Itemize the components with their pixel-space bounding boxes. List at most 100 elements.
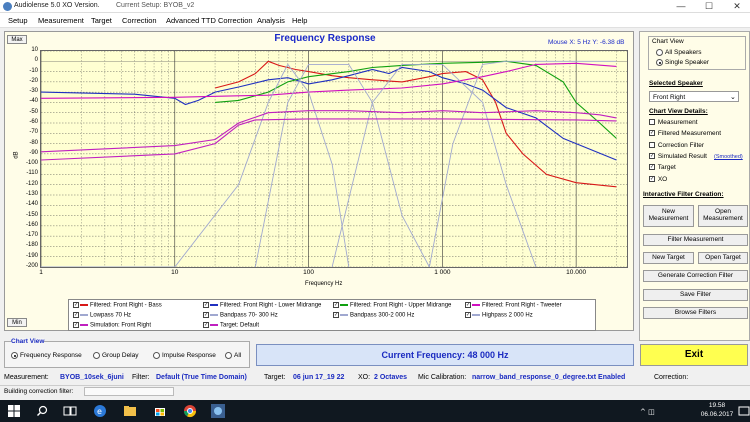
checkbox-label: Target [657,164,676,171]
legend-label: Filtered: Front Right - Upper Midrange [350,302,452,309]
status-bar-build: Building correction filter: [0,385,750,397]
radio-label: All [234,352,242,360]
open-measurement-button[interactable]: Open Measurement [698,205,748,227]
detail-filtered-measurement[interactable]: ✓ Filtered Measurement [649,130,721,137]
menu-target[interactable]: Target [91,16,112,25]
detail-xo[interactable]: ✓ XO [649,176,667,183]
legend-checkbox[interactable]: ✓ [73,322,79,328]
new-target-button[interactable]: New Target [643,252,694,264]
app-logo-icon [3,2,12,11]
smoothed-link[interactable]: (Smoothed) [714,154,743,160]
browse-filters-button[interactable]: Browse Filters [643,307,748,319]
legend-label: Bandpass 300-2 000 Hz [350,312,415,319]
checkbox-checked-icon[interactable]: ✓ [649,164,655,171]
exit-button[interactable]: Exit [640,344,748,366]
speaker-select[interactable]: Front Right ⌄ [649,91,739,102]
legend-checkbox[interactable]: ✓ [203,302,209,308]
checkbox-label: Filtered Measurement [657,130,722,137]
checkbox-checked-icon[interactable]: ✓ [649,153,655,160]
audiolense-app-icon[interactable] [210,403,226,419]
legend-item-bandpass-low[interactable]: ✓ Bandpass 70- 300 Hz [203,312,278,319]
radio-impulse-response[interactable]: Impulse Response [153,352,216,359]
legend-item-bass[interactable]: ✓ Filtered: Front Right - Bass [73,302,162,309]
taskbar-clock[interactable]: 19.58 06.06.2017 [697,401,737,419]
menu-measurement[interactable]: Measurement [38,16,84,25]
min-button[interactable]: Min [7,318,27,327]
all-speakers-radio[interactable]: All Speakers [656,49,702,56]
generate-correction-filter-button[interactable]: Generate Correction Filter [643,270,748,282]
radio-group-delay[interactable]: Group Delay [93,352,139,359]
plot-area[interactable] [40,50,628,268]
radio-selected-icon [11,352,18,359]
tray-icons[interactable]: ^ ◫ ◄) [640,403,656,419]
chart-view-group [648,36,746,70]
status-filter-value: Default (True Time Domain) [156,374,247,381]
chart-view-title: Chart View [652,38,684,45]
store-icon[interactable] [152,403,168,419]
notification-icon[interactable] [736,403,750,419]
detail-correction-filter[interactable]: Correction Filter [649,142,704,149]
legend-checkbox[interactable]: ✓ [203,312,209,318]
series-line-8 [40,110,617,153]
status-building-label: Building correction filter: [4,388,74,395]
legend-item-tweeter[interactable]: ✓ Filtered: Front Right - Tweeter [465,302,562,309]
edge-browser-icon[interactable]: e [92,403,108,419]
legend-checkbox[interactable]: ✓ [73,312,79,318]
windows-start-icon[interactable] [6,403,22,419]
legend-item-simulation[interactable]: ✓ Simulation: Front Right [73,322,151,329]
detail-measurement[interactable]: Measurement [649,119,698,126]
legend-checkbox[interactable]: ✓ [73,302,79,308]
y-tick-label: 0 [34,57,38,64]
file-explorer-icon[interactable] [122,403,138,419]
build-progress-bar [84,387,174,396]
frequency-response-plot[interactable] [40,50,627,268]
checkbox-icon[interactable] [649,119,655,126]
status-filter-label: Filter: [132,374,150,381]
max-button[interactable]: Max [7,35,27,44]
detail-target[interactable]: ✓ Target [649,164,676,171]
legend-item-upper-mid[interactable]: ✓ Filtered: Front Right - Upper Midrange [333,302,451,309]
new-measurement-button[interactable]: New Measurement [643,205,694,227]
radio-all[interactable]: All [225,352,241,359]
search-icon[interactable] [34,403,50,419]
legend-checkbox[interactable]: ✓ [203,322,209,328]
legend-swatch [472,314,480,316]
save-filter-button[interactable]: Save Filter [643,289,748,301]
legend-checkbox[interactable]: ✓ [333,312,339,318]
chrome-icon[interactable] [182,403,198,419]
minimize-button[interactable]: — [676,1,686,11]
clock-date: 06.06.2017 [700,411,734,418]
close-button[interactable]: ✕ [733,1,741,11]
menu-help[interactable]: Help [292,16,308,25]
single-speaker-radio[interactable]: Single Speaker [656,59,709,66]
legend-checkbox[interactable]: ✓ [465,312,471,318]
radio-frequency-response[interactable]: Frequency Response [11,352,82,359]
legend-item-lower-mid[interactable]: ✓ Filtered: Front Right - Lower Midrange [203,302,321,309]
menu-correction[interactable]: Correction [122,16,157,25]
menu-analysis[interactable]: Analysis [257,16,285,25]
legend-item-bandpass-high[interactable]: ✓ Bandpass 300-2 000 Hz [333,312,414,319]
task-view-icon[interactable] [62,403,78,419]
x-tick-label: 1 000 [434,269,451,276]
menu-setup[interactable]: Setup [8,16,28,25]
open-target-button[interactable]: Open Target [698,252,748,264]
checkbox-label: Correction Filter [657,142,705,149]
legend-item-lowpass[interactable]: ✓ Lowpass 70 Hz [73,312,131,319]
menu-advanced-ttd[interactable]: Advanced TTD Correction [166,16,253,25]
status-mic-value: narrow_band_response_0_degree.txt Enable… [472,374,626,381]
filter-measurement-button[interactable]: Filter Measurement [643,234,748,246]
maximize-button[interactable]: ☐ [704,1,714,11]
legend-label: Bandpass 70- 300 Hz [220,312,278,319]
legend-checkbox[interactable]: ✓ [333,302,339,308]
checkbox-checked-icon[interactable]: ✓ [649,176,655,183]
detail-simulated-result[interactable]: ✓ Simulated Result [649,153,707,160]
status-bar: Measurement: BYOB_10sek_6juni Filter: De… [0,372,750,384]
legend-swatch [80,314,88,316]
legend-item-target[interactable]: ✓ Target: Default [203,322,259,329]
checkbox-checked-icon[interactable]: ✓ [649,130,655,137]
legend-checkbox[interactable]: ✓ [465,302,471,308]
checkbox-icon[interactable] [649,142,655,149]
y-tick-label: -190 [25,252,38,259]
legend-item-highpass[interactable]: ✓ Highpass 2 000 Hz [465,312,533,319]
y-tick-label: -170 [25,232,38,239]
